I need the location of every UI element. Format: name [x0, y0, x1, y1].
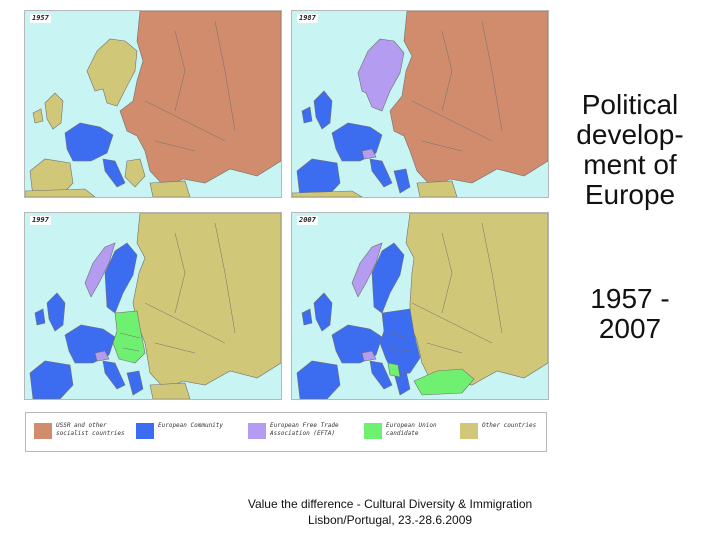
legend-label-other: Other countries	[482, 422, 537, 429]
region-norway-efta	[84, 242, 116, 298]
region-british-isles	[32, 92, 64, 130]
region-ussr-east-bloc	[119, 11, 281, 188]
region-nordic-eu	[104, 242, 138, 314]
map-1997-graphic	[25, 213, 281, 399]
footer-event-name: Value the difference - Cultural Diversit…	[247, 497, 533, 511]
region-eu-enlarged	[296, 308, 421, 399]
map-1957-year-label: 1957	[30, 14, 51, 23]
region-efta-nordic	[357, 38, 405, 112]
legend-swatch-european-community	[136, 423, 154, 439]
legend-swatch-efta	[248, 423, 266, 439]
region-turkey	[416, 180, 458, 197]
region-eu-west	[29, 324, 144, 399]
country-borders-1957	[144, 20, 236, 152]
slide-title: Political develop- ment of Europe	[576, 89, 684, 210]
map-1987-year-label: 1987	[297, 14, 318, 23]
region-south-east	[124, 158, 191, 197]
legend-swatch-ussr	[34, 423, 52, 439]
region-turkey	[149, 382, 191, 399]
region-greece	[393, 168, 411, 194]
legend-label-efta: European Free Trade Association (EFTA)	[270, 422, 339, 437]
region-candidates-central	[112, 310, 146, 364]
region-ec-core	[296, 122, 393, 197]
map-europe-1987: 1987	[291, 10, 549, 198]
slide-period: 1957 - 2007	[590, 283, 670, 344]
legend-label-european-community: European Community	[158, 422, 224, 429]
slide-footer: Value the difference - Cultural Diversit…	[180, 496, 600, 528]
map-1987-graphic	[292, 11, 548, 197]
region-norway-efta	[351, 242, 383, 298]
map-europe-1957: 1957	[24, 10, 282, 198]
region-ec-core	[64, 122, 126, 188]
region-efta-alpine	[361, 148, 377, 160]
region-north-africa	[25, 188, 96, 197]
region-switzerland	[94, 350, 110, 362]
region-british-isles	[301, 292, 333, 332]
region-british-isles	[34, 292, 66, 332]
country-borders-2007	[386, 222, 503, 354]
legend-swatch-other	[460, 423, 478, 439]
region-former-ussr	[132, 213, 281, 390]
legend-label-ussr: USSR and other socialist countries	[56, 422, 125, 437]
region-iberia	[29, 158, 74, 197]
map-1957-graphic	[25, 11, 281, 197]
region-western-balkans	[387, 362, 401, 378]
region-north-africa	[292, 190, 363, 197]
legend-swatch-eu-candidate	[364, 423, 382, 439]
map-2007-year-label: 2007	[297, 216, 318, 225]
footer-event-place-date: Lisbon/Portugal, 23.-28.6.2009	[307, 513, 473, 527]
region-turkey-candidate	[413, 368, 475, 396]
country-borders-1997	[119, 222, 236, 354]
region-russia-east	[405, 213, 548, 386]
region-scandinavia	[86, 38, 138, 107]
map-europe-1997: 1997	[24, 212, 282, 400]
map-europe-2007: 2007	[291, 212, 549, 400]
map-2007-graphic	[292, 213, 548, 399]
region-british-isles	[301, 90, 333, 130]
region-ussr-east-bloc	[389, 11, 548, 188]
legend-label-eu-candidate: European Union candidate	[386, 422, 437, 437]
map-legend: USSR and other socialist countries Europ…	[25, 412, 547, 452]
region-nordic-eu	[371, 242, 405, 314]
region-switzerland	[361, 350, 377, 362]
map-1997-year-label: 1997	[30, 216, 51, 225]
country-borders-1987	[411, 20, 503, 152]
